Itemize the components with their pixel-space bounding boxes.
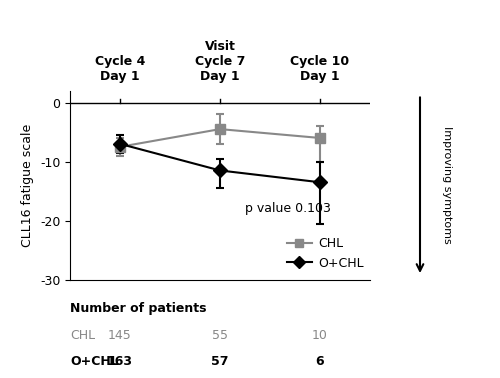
Text: Visit
Cycle 7
Day 1: Visit Cycle 7 Day 1 xyxy=(195,40,245,83)
Text: p value 0.103: p value 0.103 xyxy=(245,202,331,215)
Text: 6: 6 xyxy=(316,355,324,368)
Text: 10: 10 xyxy=(312,329,328,342)
Text: Number of patients: Number of patients xyxy=(70,302,206,315)
Text: CHL: CHL xyxy=(70,329,95,342)
Text: 145: 145 xyxy=(108,329,132,342)
Text: 163: 163 xyxy=(107,355,133,368)
Text: Improving symptoms: Improving symptoms xyxy=(442,126,452,244)
Text: Cycle 10
Day 1: Cycle 10 Day 1 xyxy=(290,55,350,83)
Text: Cycle 4
Day 1: Cycle 4 Day 1 xyxy=(95,55,145,83)
Legend: CHL, O+CHL: CHL, O+CHL xyxy=(287,237,364,270)
Text: 55: 55 xyxy=(212,329,228,342)
Y-axis label: CLL16 fatigue scale: CLL16 fatigue scale xyxy=(22,124,35,247)
Text: O+CHL: O+CHL xyxy=(70,355,119,368)
Text: 57: 57 xyxy=(211,355,229,368)
